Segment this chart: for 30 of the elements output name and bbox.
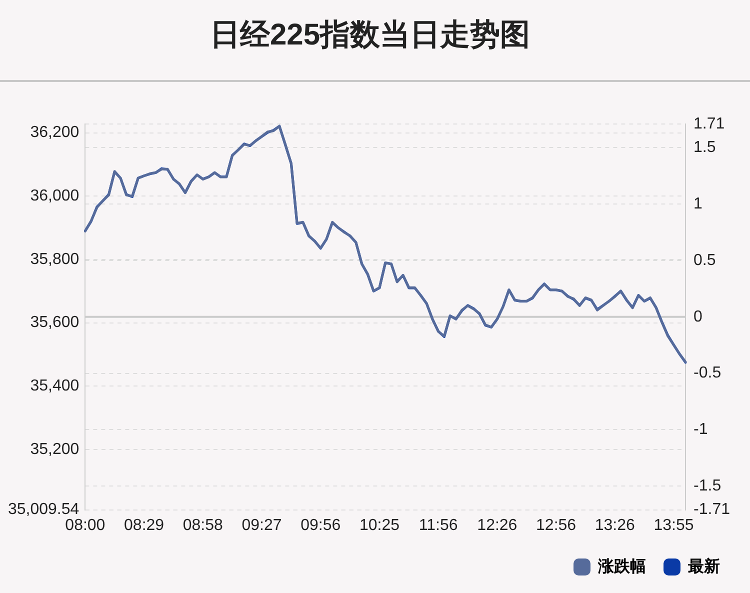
y2-tick-label: -1 (694, 421, 708, 438)
y2-tick-label: 0.5 (694, 252, 716, 269)
y2-tick-label: 1.71 (694, 115, 725, 132)
y-tick-label: 35,400 (30, 378, 80, 395)
y-tick-label: 36,000 (30, 188, 80, 205)
x-tick-label: 08:58 (182, 516, 224, 534)
legend-label: 最新 (687, 557, 720, 576)
x-tick-label: 09:56 (300, 516, 341, 534)
chart-title: 日经225指数当日走势图 (210, 18, 530, 52)
y2-tick-label: 0 (694, 308, 703, 326)
y2-tick-label: -1.71 (694, 501, 730, 518)
x-tick-label: 08:29 (124, 516, 164, 534)
y-tick-label: 35,009.54 (8, 501, 80, 518)
y-tick-label: 35,600 (30, 314, 80, 332)
legend-label: 涨跌幅 (597, 557, 646, 576)
y2-tick-label: -0.5 (694, 364, 722, 382)
y2-tick-label: 1.5 (694, 139, 716, 156)
x-tick-label: 13:26 (594, 516, 636, 534)
x-tick-label: 10:25 (359, 516, 400, 534)
y-tick-label: 35,800 (30, 250, 80, 268)
y2-tick-label: -1.5 (694, 478, 722, 495)
x-tick-label: 12:56 (536, 516, 576, 534)
x-tick-label: 11:56 (418, 516, 458, 534)
x-tick-label: 12:26 (477, 516, 518, 534)
y2-tick-label: 1 (694, 196, 703, 212)
x-tick-label: 13:55 (654, 516, 694, 534)
x-tick-label: 08:00 (65, 516, 106, 534)
x-tick-label: 09:27 (242, 516, 282, 534)
y-tick-label: 36,200 (30, 124, 80, 142)
y-tick-label: 35,200 (30, 440, 80, 458)
